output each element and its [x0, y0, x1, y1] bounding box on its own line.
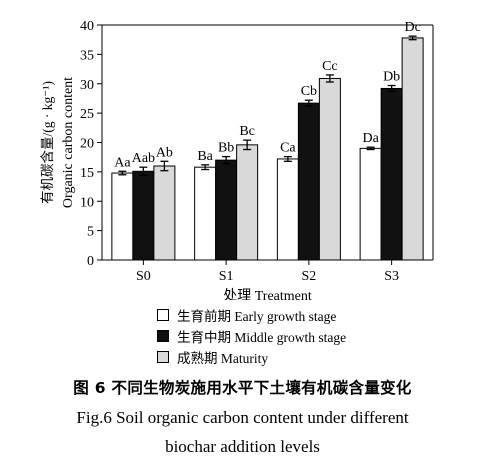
bar	[132, 170, 155, 261]
x-tick-label: S1	[219, 269, 234, 284]
y-tick-label: 20	[80, 137, 94, 152]
x-tick-label: S0	[136, 269, 151, 284]
y-tick-label: 35	[80, 48, 94, 63]
y-tick-label: 5	[87, 225, 94, 240]
x-axis-label: 处理 Treatment	[223, 288, 312, 300]
bar	[318, 77, 341, 261]
bar-data-label: Aab	[132, 151, 155, 166]
x-tick-label: S3	[384, 269, 399, 284]
legend-label-early: 生育前期 Early growth stage	[177, 308, 337, 324]
bar	[236, 144, 259, 261]
legend-item-early: 生育前期 Early growth stage	[157, 304, 346, 325]
y-tick-label: 10	[80, 195, 94, 210]
legend: 生育前期 Early growth stage 生育中期 Middle grow…	[157, 304, 346, 367]
legend-item-middle: 生育中期 Middle growth stage	[157, 325, 346, 346]
bar-data-label: Ba	[197, 149, 213, 164]
legend-label-maturity: 成熟期 Maturity	[177, 350, 269, 366]
bar	[276, 158, 299, 261]
legend-swatch-maturity	[157, 350, 169, 363]
bar-data-label: Bc	[239, 124, 255, 139]
y-axis-label-cn: 有机碳含量/(g · kg⁻¹)	[40, 81, 55, 204]
bar	[194, 166, 217, 261]
bar	[401, 37, 424, 261]
y-tick-label: 15	[80, 166, 94, 181]
bar	[215, 159, 238, 261]
bar-chart: 0 5 10 15 20 25 30 35 40 有机碳含量/(g · kg⁻¹) Organic …	[40, 19, 434, 300]
y-tick-label: 25	[80, 107, 94, 122]
y-axis-label-en: Organic carbon content	[61, 77, 76, 208]
figure-caption-en-line1: Fig.6 Soil organic carbon content under …	[76, 408, 409, 427]
bar	[380, 87, 403, 261]
bar	[153, 165, 176, 261]
bar-data-label: Da	[362, 131, 379, 146]
bar	[297, 102, 320, 261]
legend-swatch-early	[157, 308, 169, 321]
bar-data-label: Cb	[301, 84, 317, 99]
y-tick-label: 30	[80, 78, 94, 93]
figure-caption-en-line2: biochar addition levels	[165, 437, 320, 456]
legend-swatch-middle	[157, 329, 169, 342]
bar-data-label: Bb	[218, 141, 234, 156]
bar-data-label: Ab	[156, 145, 173, 160]
bar	[359, 147, 382, 261]
bar-data-label: Ca	[280, 141, 296, 156]
figure-caption-cn: 图 6 不同生物炭施用水平下土壤有机碳含量变化	[73, 379, 412, 397]
bar	[111, 172, 134, 261]
y-tick-label: 0	[87, 254, 94, 269]
legend-item-maturity: 成熟期 Maturity	[157, 346, 346, 367]
bar-data-label: Cc	[322, 59, 338, 74]
x-tick-label: S2	[301, 269, 316, 284]
bar-data-label: Aa	[114, 155, 131, 170]
bar-data-label: Dc	[404, 20, 420, 35]
y-tick-label: 40	[80, 19, 94, 34]
legend-label-middle: 生育中期 Middle growth stage	[177, 329, 347, 345]
bar-data-label: Db	[383, 70, 400, 85]
